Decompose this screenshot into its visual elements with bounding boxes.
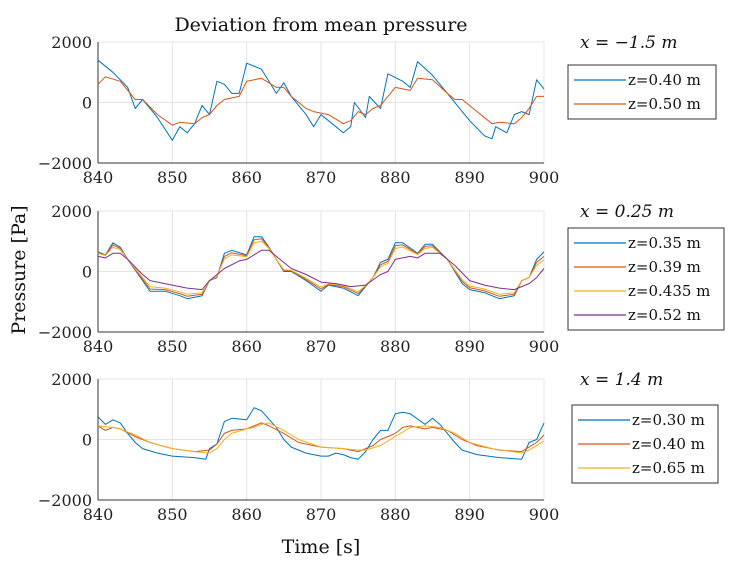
series-line-z0.39m: [97, 238, 545, 297]
series-line-z0.50m: [97, 76, 544, 126]
legend: z=0.35 m z=0.39 m z=0.435 m z=0.52 m: [567, 227, 725, 331]
x-tick-label: 890: [454, 168, 485, 187]
series-line-z0.435m: [97, 240, 545, 295]
x-tick-label: 900: [529, 168, 560, 187]
panel-1: 840 850 860 870 880 890 900 2000 0 −2000 x = −1.5 …: [38, 33, 717, 187]
panel-3: 840 850 860 870 880 890 900 2000 0 −2000 x = 1.4 m…: [38, 370, 719, 524]
legend-entry: z=0.30 m: [632, 411, 705, 429]
legend-box: [567, 227, 725, 331]
series-line-z0.35m: [97, 236, 545, 300]
legend-entry: z=0.435 m: [628, 282, 710, 300]
y-tick-label: −2000: [38, 323, 92, 342]
x-tick-label: 880: [380, 168, 411, 187]
panel-position-label: x = −1.5 m: [580, 33, 677, 53]
y-tick-label: −2000: [38, 491, 92, 510]
y-tick-label: 0: [82, 431, 92, 450]
x-tick-label: 850: [157, 505, 188, 524]
chart-title: Deviation from mean pressure: [174, 14, 467, 36]
x-tick-label: 860: [231, 168, 262, 187]
y-axis-label: Pressure [Pa]: [8, 205, 30, 334]
legend: z=0.30 m z=0.40 m z=0.65 m: [571, 404, 719, 484]
x-tick-label: 840: [83, 505, 114, 524]
legend-entry: z=0.40 m: [632, 435, 705, 453]
x-tick-label: 860: [231, 337, 262, 356]
legend-entry: z=0.52 m: [628, 306, 701, 324]
panel-position-label: x = 1.4 m: [580, 370, 663, 390]
panel-position-label: x = 0.25 m: [580, 202, 674, 222]
x-tick-label: 900: [529, 505, 560, 524]
x-tick-label: 850: [157, 168, 188, 187]
y-tick-label: 2000: [51, 33, 92, 52]
x-axis-label: Time [s]: [282, 536, 361, 558]
series-line-z0.52m: [97, 249, 545, 291]
x-tick-label: 850: [157, 337, 188, 356]
x-tick-label: 860: [231, 505, 262, 524]
legend-entry: z=0.35 m: [628, 234, 701, 252]
y-tick-label: 0: [82, 94, 92, 113]
series-line-z0.30m: [97, 407, 545, 460]
legend-box: [567, 64, 717, 120]
y-tick-label: 2000: [51, 202, 92, 221]
x-tick-label: 870: [306, 505, 337, 524]
legend-entry: z=0.50 m: [628, 95, 701, 113]
x-tick-label: 880: [380, 337, 411, 356]
x-tick-label: 890: [454, 505, 485, 524]
legend-entry: z=0.40 m: [628, 71, 701, 89]
panel-2: 840 850 860 870 880 890 900 2000 0 −2000 x = 0.25 …: [38, 202, 725, 356]
legend-entry: z=0.65 m: [632, 459, 705, 477]
x-tick-label: 840: [83, 337, 114, 356]
y-tick-label: 2000: [51, 370, 92, 389]
y-tick-label: 0: [82, 263, 92, 282]
x-tick-label: 880: [380, 505, 411, 524]
series-line-z0.65m: [97, 422, 545, 454]
legend: z=0.40 m z=0.50 m: [567, 64, 717, 120]
x-tick-label: 890: [454, 337, 485, 356]
y-tick-label: −2000: [38, 154, 92, 173]
legend-entry: z=0.39 m: [628, 258, 701, 276]
series-line-z0.40m: [97, 59, 545, 141]
x-tick-label: 870: [306, 337, 337, 356]
x-tick-label: 900: [529, 337, 560, 356]
x-tick-label: 840: [83, 168, 114, 187]
x-tick-label: 870: [306, 168, 337, 187]
